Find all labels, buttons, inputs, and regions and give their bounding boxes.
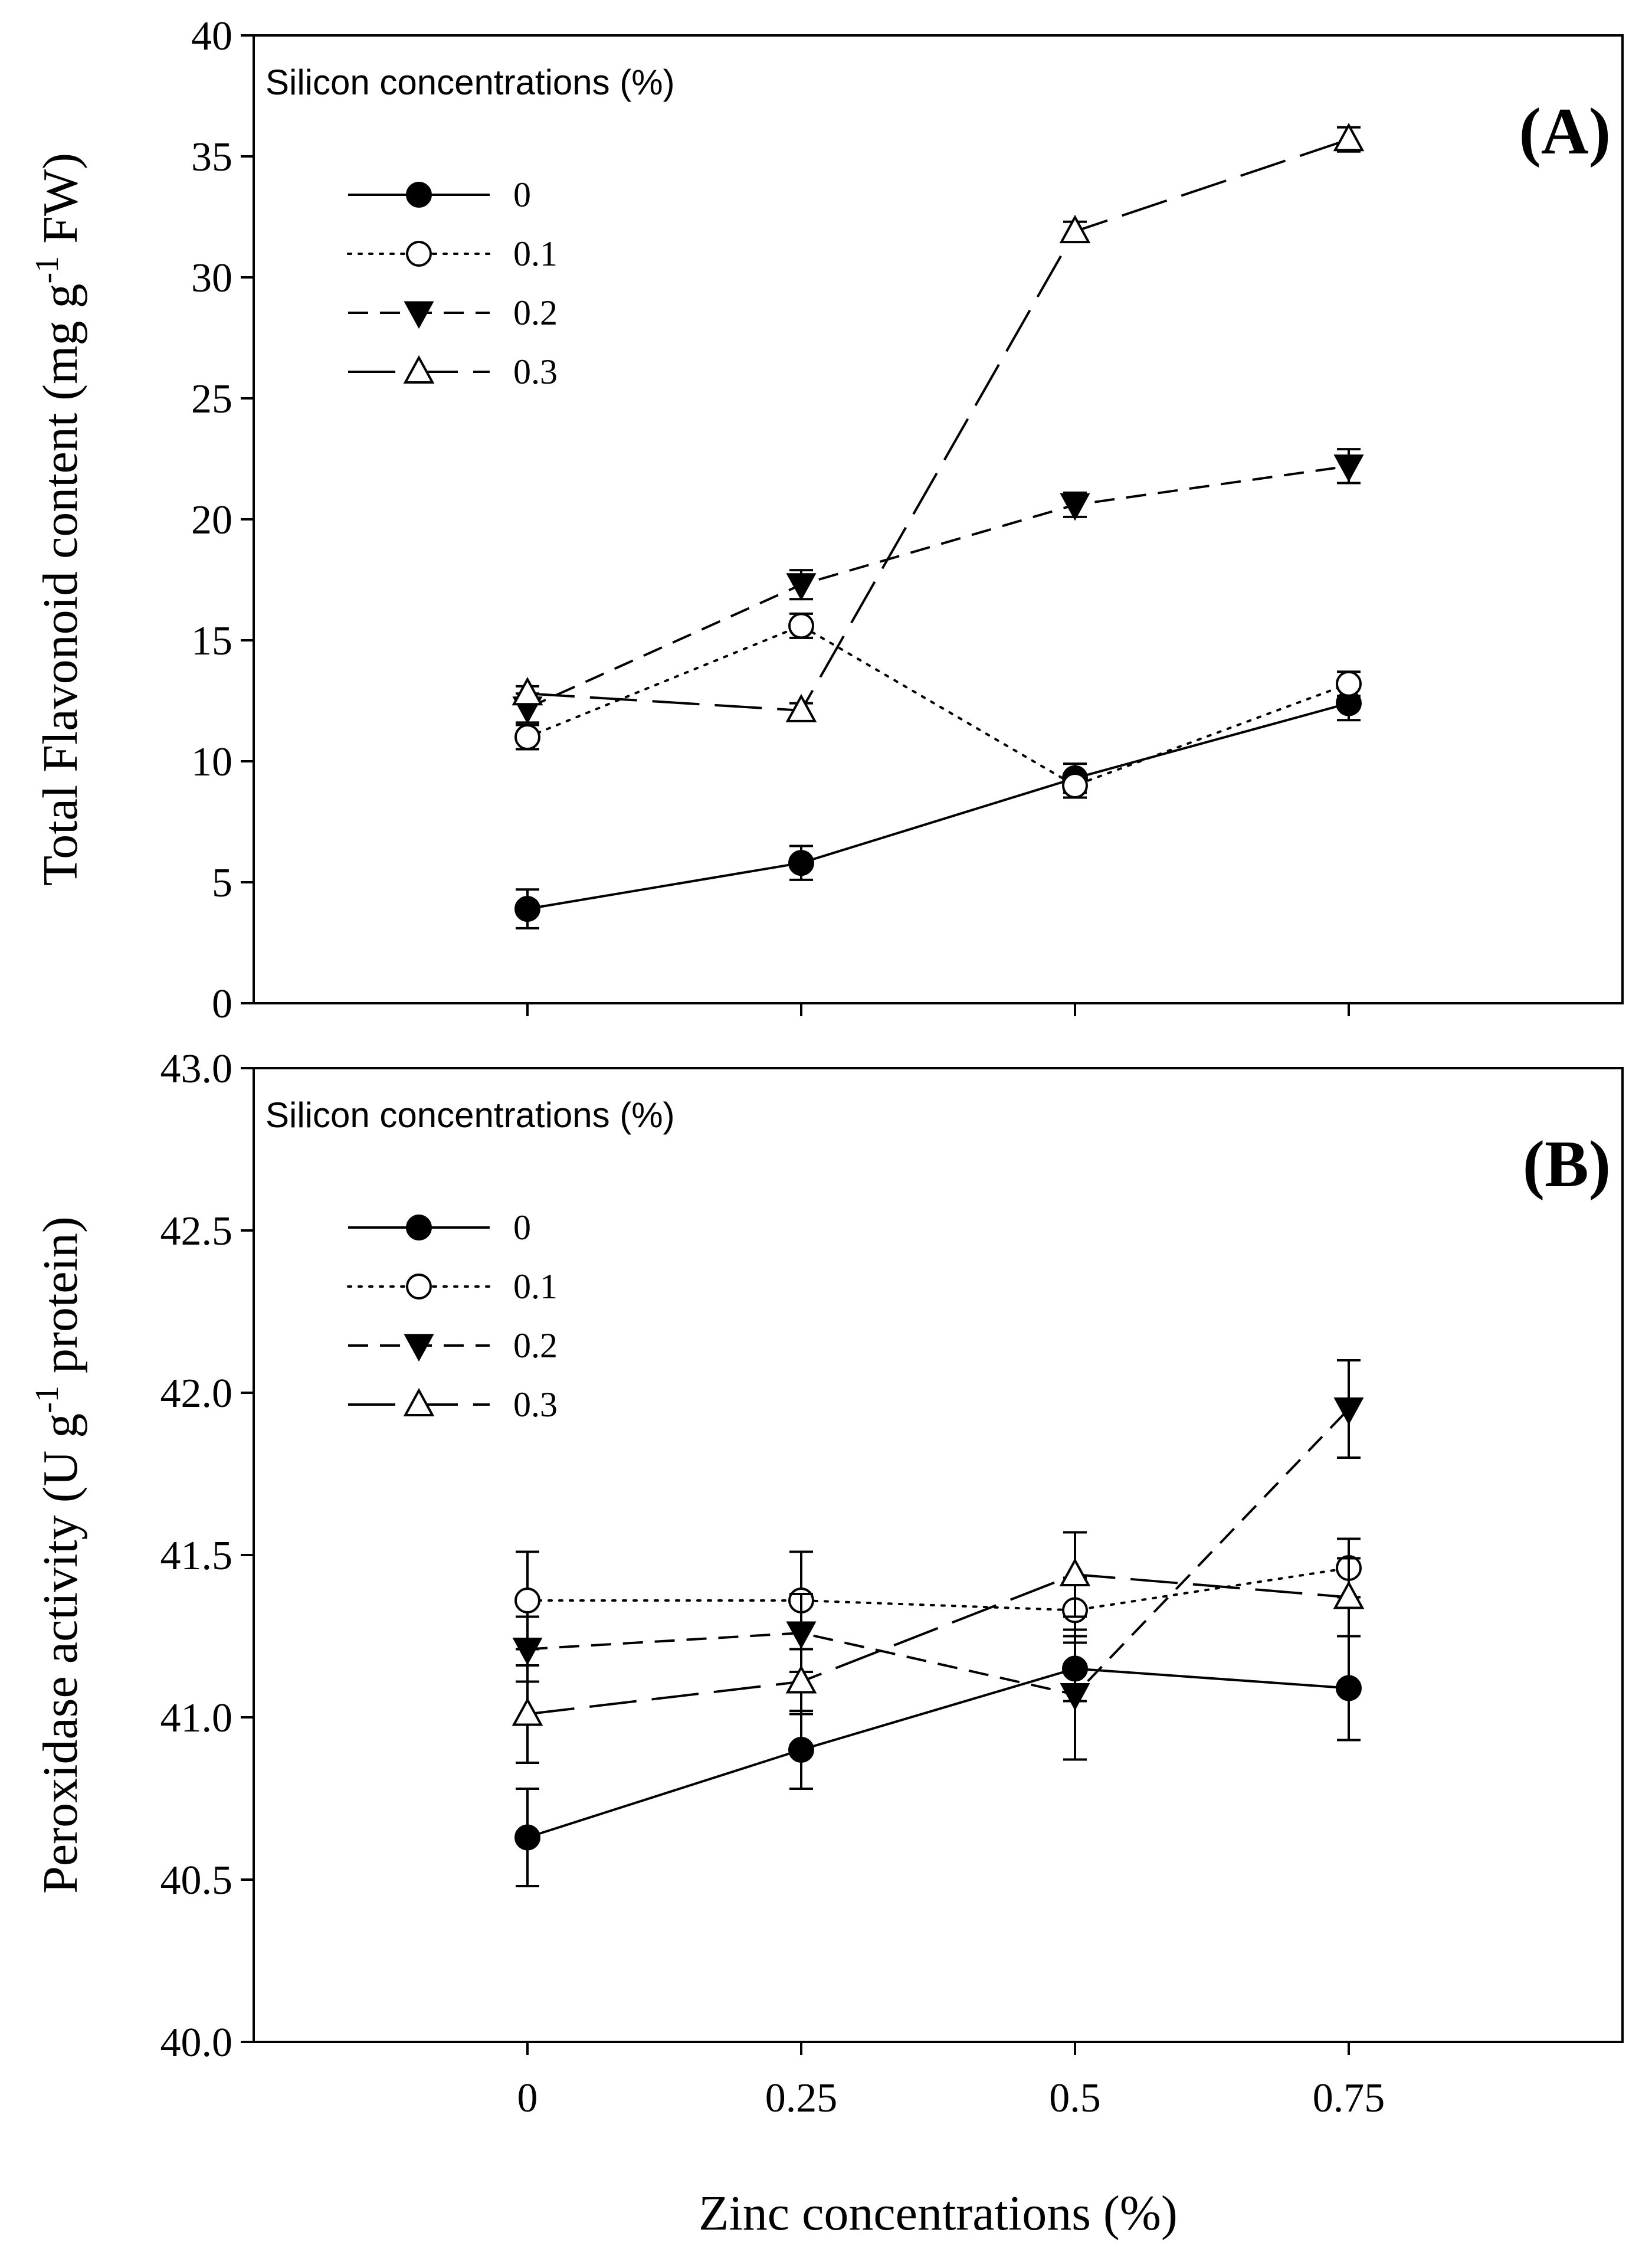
panel-b-y-tick-label: 41.0: [160, 1695, 233, 1741]
panel-a-legend-marker-0.2: [404, 301, 434, 329]
panel-b-legend-marker-0.1: [406, 1274, 432, 1300]
panel-a-series-0.2-point: [1333, 454, 1364, 482]
panel-a-series-0.3-line: [527, 138, 1349, 712]
panel-a-series-0.1-point: [788, 613, 814, 639]
panel-a-y-tick-label: 40: [191, 14, 232, 59]
panel-a-y-axis-title-main: Total Flavonoid content (mg g: [33, 284, 88, 886]
panel-a-y-tick-label: 35: [191, 135, 232, 180]
panel-b-y-tick-label: 40.0: [160, 2020, 233, 2066]
panel-a-y-tick-label: 25: [191, 377, 232, 422]
panel-a-series-0.2-point: [1060, 493, 1090, 521]
panel-a-x-ticks: [526, 1003, 1350, 1016]
panel-b-y-tick-label: 42.0: [160, 1371, 233, 1416]
panel-b-series-0.3-point: [1059, 1557, 1091, 1586]
panel-b-series-0.2-point: [1060, 1683, 1090, 1711]
panel-a-y-tick-label: 30: [191, 256, 232, 301]
panel-b-series-0.3-point: [1333, 1580, 1365, 1609]
panel-a-series-0.1-line: [526, 624, 1350, 787]
panel-b-legend: 0 0.1 0.2 0.3: [347, 1208, 558, 1424]
panel-a-series-0-line: [527, 702, 1349, 911]
panel-b-series-0.2-point: [512, 1638, 543, 1665]
panel-b-series-0.2-point: [1333, 1397, 1364, 1425]
panel-b-y-axis-title-tail: protein): [33, 1216, 88, 1386]
panel-b-x-ticks: 0 0.25 0.5 0.75: [517, 2042, 1385, 2121]
panel-b-y-axis-title-main: Peroxidase activity (U g: [33, 1413, 88, 1894]
panel-a-series-0.1-point: [1062, 773, 1088, 798]
panel-b-legend-title: Silicon concentrations (%): [266, 1095, 675, 1135]
panel-b-x-tick-label: 0.75: [1313, 2076, 1385, 2121]
panel-b-y-tick-label: 42.5: [160, 1209, 233, 1254]
panel-a-series-0.3-point: [512, 677, 543, 706]
panel-a-series-0.3-point: [785, 693, 817, 722]
panel-a-y-tick-label: 15: [191, 618, 232, 664]
panel-a-y-tick-label: 5: [212, 860, 232, 906]
panel-a-legend-label-0: 0: [513, 175, 531, 214]
panel-b-y-tick-label: 43.0: [160, 1046, 233, 1092]
panel-a: 0 5 10 15 20 25 30 35 40 Total Flavonoid content…: [29, 14, 1624, 1027]
panel-b-y-tick-label: 40.5: [160, 1858, 233, 1903]
panel-b-legend-label-0.1: 0.1: [513, 1267, 558, 1306]
panel-b-series-0-line: [527, 1667, 1349, 1839]
panel-a-legend-label-0.3: 0.3: [513, 352, 558, 391]
panel-b-series-0.3-point: [512, 1697, 543, 1726]
panel-a-y-tick-label: 0: [212, 981, 232, 1027]
panel-a-series-0-point: [514, 896, 540, 922]
panel-a-y-tick-label: 10: [191, 739, 232, 785]
panel-b-series-0.3-point: [785, 1665, 817, 1694]
panel-b-series-0.2-point: [786, 1621, 817, 1649]
panel-a-legend-label-0.2: 0.2: [513, 293, 558, 332]
panel-a-legend-marker-0.1: [406, 241, 432, 267]
panel-b-legend-label-0: 0: [513, 1208, 531, 1247]
panel-b-legend-label-0.2: 0.2: [513, 1326, 558, 1365]
panel-b-y-axis-title: Peroxidase activity (U g-1 protein): [29, 1216, 88, 1894]
panel-b-legend-marker-0.2: [404, 1334, 434, 1362]
panel-a-y-ticks: 0 5 10 15 20 25 30 35 40: [191, 14, 254, 1027]
panel-b-label: (B): [1523, 1128, 1611, 1201]
panel-b-marks: [512, 1359, 1365, 1887]
panel-b-y-ticks: 40.0 40.5 41.0 41.5 42.0 42.5 43.0: [160, 1046, 254, 2066]
panel-b-x-tick-label: 0.5: [1049, 2076, 1101, 2121]
panel-a-series-0.3-point: [1333, 123, 1365, 152]
panel-a-y-axis-title: Total Flavonoid content (mg g-1 FW): [29, 153, 88, 886]
panel-b-legend-label-0.3: 0.3: [513, 1385, 558, 1424]
panel-a-marks: [512, 123, 1365, 929]
panel-a-series-0.1-point: [1336, 670, 1362, 697]
panel-b-x-tick-label: 0: [517, 2076, 538, 2121]
panel-a-legend-marker-0: [406, 182, 432, 208]
panel-b-y-tick-label: 41.5: [160, 1533, 233, 1579]
panel-a-series-0.3-point: [1059, 214, 1091, 244]
panel-b-series-0-point: [1336, 1675, 1362, 1701]
panel-a-y-axis-title-tail: FW): [33, 153, 88, 256]
panel-a-series-0.2-point: [786, 573, 817, 601]
panel-b-legend-marker-0.3: [403, 1387, 435, 1416]
panel-b-series-0.1-line: [526, 1567, 1350, 1612]
panel-b-series-0-point: [514, 1824, 540, 1851]
panel-a-label: (A): [1519, 95, 1611, 168]
panel-a-series-0.1-point: [514, 724, 540, 750]
panel-a-legend-marker-0.3: [403, 355, 435, 384]
panel-b-series-0.1-point: [514, 1587, 540, 1613]
panel-b: 40.0 40.5 41.0 41.5 42.0 42.5 43.0 0 0.25 0.5 0.7…: [29, 1046, 1624, 2121]
panel-a-legend-label-0.1: 0.1: [513, 234, 558, 273]
panel-a-legend: 0 0.1 0.2 0.3: [347, 175, 558, 391]
panel-b-series-0.2-line: [527, 1408, 1350, 1696]
panel-a-y-axis-title-sup: -1: [29, 256, 65, 284]
panel-b-y-axis-title-sup: -1: [29, 1386, 65, 1413]
panel-b-series-0-point: [788, 1737, 814, 1763]
panel-a-y-tick-label: 20: [191, 497, 232, 543]
x-axis-title: Zinc concentrations (%): [699, 2186, 1178, 2241]
panel-b-x-tick-label: 0.25: [765, 2076, 838, 2121]
panel-a-legend-title: Silicon concentrations (%): [266, 63, 675, 102]
panel-b-legend-marker-0: [406, 1215, 432, 1240]
panel-b-series-0.3-line: [527, 1573, 1349, 1716]
panel-a-series-0-point: [788, 850, 814, 876]
